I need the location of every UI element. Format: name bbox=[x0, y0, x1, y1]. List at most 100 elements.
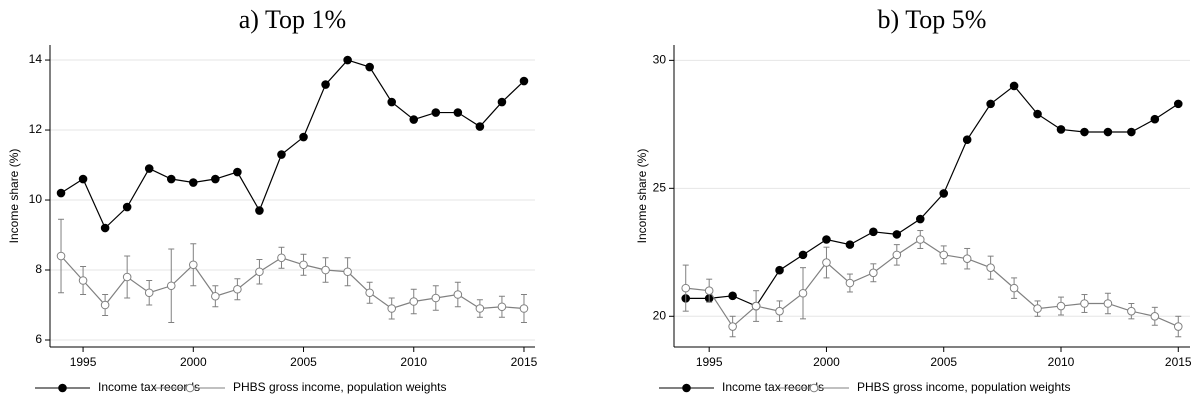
x-tick-label: 2000 bbox=[180, 355, 207, 369]
marker bbox=[775, 306, 784, 316]
marker bbox=[962, 254, 972, 264]
legend-marker bbox=[185, 383, 195, 393]
marker bbox=[166, 174, 176, 184]
marker bbox=[1127, 127, 1136, 137]
marker bbox=[1056, 125, 1066, 134]
marker bbox=[78, 174, 88, 184]
chart-title: b) Top 5% bbox=[878, 5, 987, 34]
marker bbox=[122, 202, 132, 212]
marker bbox=[892, 230, 902, 239]
legend-label: PHBS gross income, population weights bbox=[857, 380, 1070, 394]
marker bbox=[321, 80, 330, 89]
marker bbox=[321, 265, 330, 275]
marker bbox=[166, 281, 176, 291]
marker bbox=[728, 291, 737, 301]
marker bbox=[869, 227, 878, 237]
marker bbox=[100, 300, 110, 310]
x-tick-label: 1995 bbox=[696, 355, 723, 369]
marker bbox=[1009, 283, 1019, 293]
marker bbox=[519, 304, 529, 313]
marker bbox=[277, 150, 286, 159]
marker bbox=[845, 240, 855, 249]
y-tick-label: 20 bbox=[653, 308, 667, 322]
x-tick-label: 2015 bbox=[1165, 355, 1192, 369]
marker bbox=[939, 189, 949, 198]
marker bbox=[122, 272, 132, 282]
x-tick-label: 2015 bbox=[511, 355, 538, 369]
marker bbox=[255, 267, 264, 277]
marker bbox=[277, 253, 286, 263]
marker bbox=[144, 288, 154, 298]
x-tick-label: 2005 bbox=[290, 355, 317, 369]
y-tick-label: 12 bbox=[29, 122, 43, 136]
marker bbox=[475, 122, 485, 131]
y-tick-label: 6 bbox=[35, 332, 42, 346]
y-axis-label: Income share (%) bbox=[7, 149, 21, 244]
marker bbox=[497, 97, 507, 107]
marker bbox=[1056, 301, 1066, 311]
marker bbox=[365, 288, 374, 298]
series-line bbox=[685, 238, 1179, 328]
marker bbox=[343, 267, 352, 277]
y-tick-label: 10 bbox=[29, 192, 43, 206]
legend-marker bbox=[58, 383, 67, 393]
marker bbox=[453, 290, 463, 299]
series-line bbox=[685, 85, 1179, 307]
marker bbox=[892, 250, 902, 260]
marker bbox=[431, 293, 441, 303]
marker bbox=[453, 108, 463, 117]
x-tick-label: 2010 bbox=[1048, 355, 1075, 369]
marker bbox=[751, 301, 761, 311]
marker bbox=[431, 108, 441, 117]
marker bbox=[56, 251, 66, 261]
marker bbox=[188, 260, 198, 270]
y-axis-label: Income share (%) bbox=[635, 149, 649, 244]
marker bbox=[1009, 81, 1019, 91]
y-tick-label: 14 bbox=[29, 52, 43, 66]
marker bbox=[1033, 304, 1042, 313]
marker bbox=[1173, 322, 1183, 331]
marker bbox=[1033, 109, 1042, 119]
marker bbox=[845, 278, 855, 288]
marker bbox=[1103, 127, 1113, 137]
legend-label: PHBS gross income, population weights bbox=[233, 380, 446, 394]
marker bbox=[822, 258, 831, 267]
legend-marker bbox=[682, 383, 691, 393]
marker bbox=[255, 206, 264, 215]
marker bbox=[387, 304, 397, 313]
marker bbox=[728, 322, 737, 331]
marker bbox=[299, 260, 308, 270]
marker bbox=[299, 132, 308, 142]
marker bbox=[915, 235, 925, 244]
marker bbox=[497, 302, 507, 312]
marker bbox=[409, 297, 419, 306]
marker bbox=[211, 291, 220, 301]
legend-label: Income tax records bbox=[722, 380, 824, 394]
marker bbox=[915, 214, 925, 224]
chart-title: a) Top 1% bbox=[239, 5, 346, 34]
marker bbox=[986, 99, 995, 109]
marker bbox=[869, 268, 878, 278]
marker bbox=[100, 223, 110, 233]
marker bbox=[704, 286, 714, 295]
marker bbox=[1103, 299, 1113, 308]
marker bbox=[798, 250, 808, 260]
marker bbox=[798, 288, 808, 298]
marker bbox=[409, 115, 419, 124]
marker bbox=[1150, 114, 1160, 124]
series-line bbox=[60, 255, 525, 310]
marker bbox=[986, 263, 995, 272]
marker bbox=[1150, 311, 1160, 321]
y-tick-label: 25 bbox=[653, 180, 667, 194]
marker bbox=[144, 164, 154, 173]
marker bbox=[343, 55, 352, 65]
marker bbox=[1127, 306, 1136, 316]
marker bbox=[211, 174, 220, 184]
marker bbox=[233, 167, 242, 177]
series-line bbox=[60, 59, 525, 230]
marker bbox=[939, 250, 949, 260]
marker bbox=[1080, 127, 1089, 137]
legend-label: Income tax records bbox=[98, 380, 200, 394]
marker bbox=[188, 178, 198, 187]
